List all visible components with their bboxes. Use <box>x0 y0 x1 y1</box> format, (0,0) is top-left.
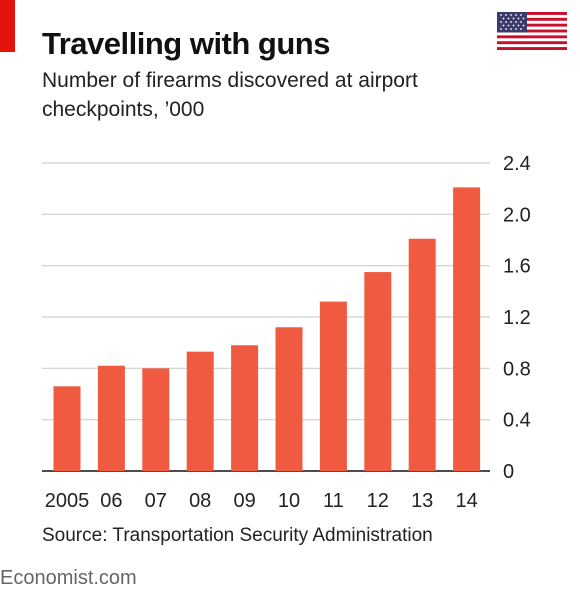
bar-2005 <box>53 386 81 471</box>
x-tick-label: 06 <box>100 490 122 512</box>
x-tick-label: 09 <box>233 490 255 512</box>
x-tick-label: 10 <box>278 490 300 512</box>
y-tick-label: 0.8 <box>503 358 531 380</box>
y-tick-label: 2.0 <box>503 204 531 226</box>
chart-title: Travelling with guns <box>42 26 330 61</box>
bar-11 <box>319 301 347 471</box>
bar-08 <box>186 351 214 471</box>
x-tick-label: 14 <box>455 490 477 512</box>
y-tick-label: 1.6 <box>503 256 531 278</box>
bar-14 <box>453 187 481 471</box>
bar-06 <box>97 365 125 471</box>
bar-09 <box>231 345 259 471</box>
y-tick-label: 2.4 <box>503 153 531 175</box>
bar-13 <box>408 238 436 471</box>
y-tick-label: 0 <box>503 461 514 483</box>
chart-subtitle: Number of firearms discovered at airport… <box>42 69 418 121</box>
bar-10 <box>275 327 303 471</box>
brand-label: Economist.com <box>0 567 137 589</box>
us-flag-icon <box>497 12 567 50</box>
x-tick-label: 08 <box>189 490 211 512</box>
x-tick-label: 13 <box>411 490 433 512</box>
x-tick-label: 2005 <box>45 490 90 512</box>
x-tick-label: 11 <box>323 490 344 512</box>
bar-07 <box>142 368 170 471</box>
y-tick-label: 0.4 <box>503 410 531 432</box>
y-tick-label: 1.2 <box>503 307 531 329</box>
x-tick-label: 07 <box>145 490 167 512</box>
bar-12 <box>364 272 392 471</box>
brand-tab <box>0 0 15 52</box>
source-note: Source: Transportation Security Administ… <box>42 525 433 546</box>
x-tick-label: 12 <box>367 490 389 512</box>
axis-labels: 0 0.4 0.8 1.2 1.6 2.0 2.4 2005 06 07 08 09 10 11 12 13 1… <box>45 153 531 512</box>
bars <box>53 187 481 471</box>
bar-chart: 0 0.4 0.8 1.2 1.6 2.0 2.4 2005 06 07 08 09 10 11 12 13 1… <box>42 153 531 512</box>
